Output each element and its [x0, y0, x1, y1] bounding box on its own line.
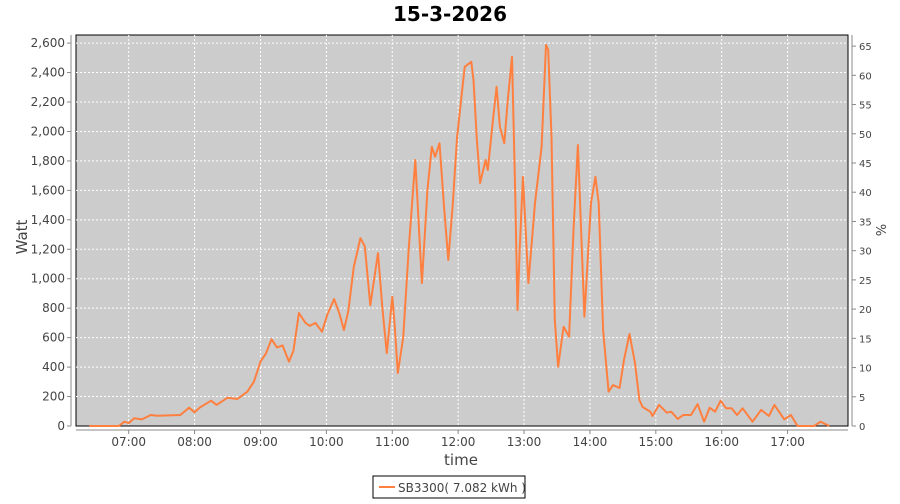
x-tick-label: 14:00	[573, 435, 608, 449]
y-tick-label: 2,200	[31, 95, 65, 109]
x-axis-label: time	[444, 451, 478, 469]
x-tick-label: 12:00	[441, 435, 476, 449]
x-tick-label: 11:00	[375, 435, 410, 449]
y2-tick-label: 15	[859, 334, 872, 345]
x-tick-label: 08:00	[177, 435, 212, 449]
y2-tick-label: 40	[859, 188, 872, 199]
x-tick-label: 16:00	[704, 435, 739, 449]
y2-tick-label: 25	[859, 276, 872, 287]
x-tick-label: 10:00	[309, 435, 344, 449]
x-tick-label: 17:00	[770, 435, 805, 449]
y-tick-label: 1,800	[31, 154, 65, 168]
y-tick-label: 1,200	[31, 242, 65, 256]
legend-label: SB3300( 7.082 kWh )	[398, 481, 526, 495]
y-tick-label: 2,000	[31, 124, 65, 138]
x-tick-label: 15:00	[639, 435, 674, 449]
chart-title: 15-3-2026	[393, 2, 507, 26]
y2-tick-label: 45	[859, 159, 872, 170]
y-tick-label: 1,400	[31, 213, 65, 227]
y2-tick-label: 20	[859, 305, 872, 316]
y-axis-label: Watt	[13, 219, 31, 254]
x-tick-label: 09:00	[243, 435, 278, 449]
y-tick-label: 2,400	[31, 66, 65, 80]
y2-tick-label: 55	[859, 101, 872, 112]
y2-tick-label: 0	[859, 422, 865, 433]
axes: 07:00 08:00 09:00 10:00 11:00 12:00 13:00 14:00…	[31, 35, 872, 449]
y-tick-label: 400	[42, 360, 65, 374]
y2-tick-label: 60	[859, 71, 872, 82]
y2-tick-label: 35	[859, 217, 872, 228]
x-tick-label: 07:00	[111, 435, 146, 449]
y2-tick-label: 65	[859, 42, 872, 53]
y2-tick-label: 5	[859, 393, 865, 404]
series-line-sb3300	[89, 44, 830, 427]
y2-tick-label: 30	[859, 247, 872, 258]
y-tick-label: 1,000	[31, 272, 65, 286]
legend: SB3300( 7.082 kWh )	[372, 475, 526, 499]
y-tick-label: 1,600	[31, 183, 65, 197]
grid	[76, 35, 848, 426]
y-tick-label: 0	[57, 419, 65, 433]
x-tick-label: 13:00	[507, 435, 542, 449]
y-tick-label: 600	[42, 331, 65, 345]
y-tick-label: 800	[42, 301, 65, 315]
y2-tick-label: 50	[859, 130, 872, 141]
y-tick-label: 2,600	[31, 36, 65, 50]
y2-axis-label: %	[872, 224, 887, 236]
y-tick-label: 200	[42, 390, 65, 404]
legend-box	[372, 475, 526, 499]
y2-tick-label: 10	[859, 364, 872, 375]
